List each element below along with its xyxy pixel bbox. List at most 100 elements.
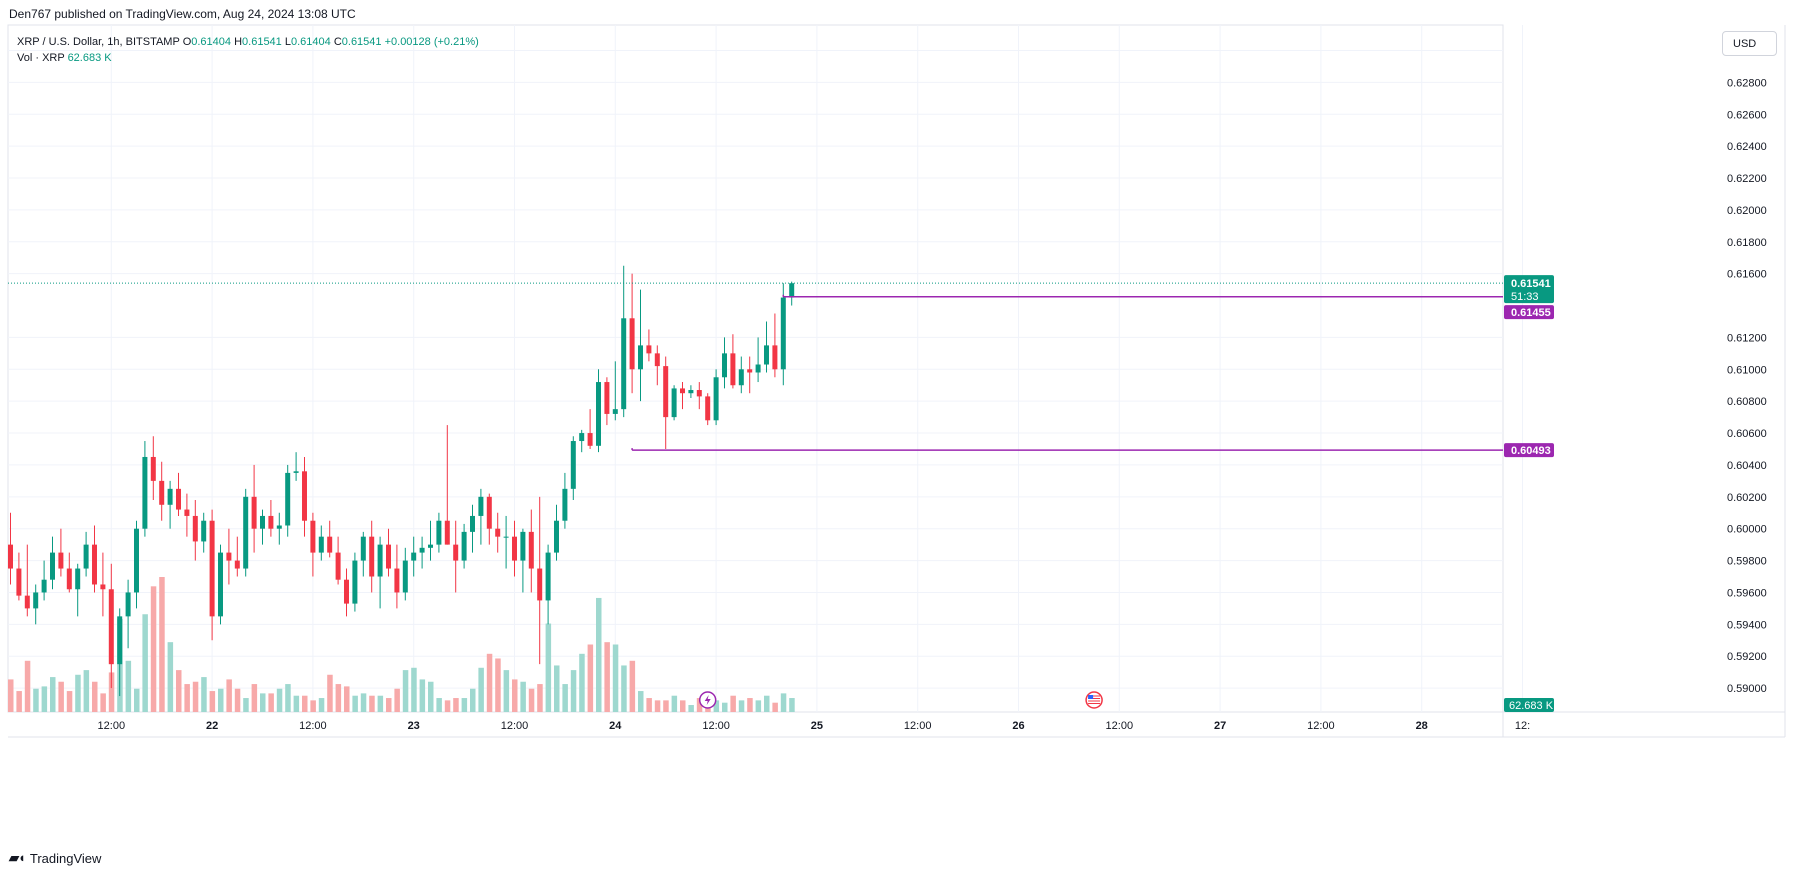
volume-bar	[755, 700, 762, 712]
volume-bar	[268, 693, 274, 712]
volume-bar	[503, 670, 510, 712]
candle-body	[562, 488, 568, 521]
volume-bar	[50, 677, 56, 712]
candle-body	[688, 390, 694, 394]
volume-bar	[486, 653, 493, 712]
volume-bar	[83, 670, 90, 712]
volume-bar	[318, 698, 325, 712]
candle-body	[75, 568, 81, 590]
candle-body	[386, 544, 391, 569]
volume-bar	[402, 670, 409, 712]
candle-body	[125, 592, 131, 617]
volume-bar	[386, 698, 392, 712]
price-tick-label: 0.61800	[1727, 237, 1767, 249]
volume-bar	[596, 597, 602, 712]
flag-canton	[1088, 695, 1094, 699]
low-label: L	[284, 36, 291, 48]
candle-body	[503, 536, 509, 538]
candle-body	[310, 520, 316, 553]
price-tick-label: 0.62200	[1727, 173, 1767, 185]
candle-body	[58, 552, 64, 569]
time-tick-label: 12:00	[1307, 720, 1335, 732]
volume-bar	[302, 695, 308, 712]
volume-bar	[100, 693, 106, 712]
volume-bar	[545, 623, 552, 712]
volume-bar	[209, 691, 216, 712]
candle-body	[302, 471, 307, 521]
volume-bar	[360, 693, 367, 712]
candle-body	[8, 544, 13, 569]
volume-bar	[419, 679, 426, 712]
candle-body	[486, 496, 492, 529]
us-flag-icon	[1085, 691, 1103, 709]
lightning-bolt-shape	[704, 695, 711, 705]
candle-body	[352, 560, 358, 604]
time-tick-label: 12:00	[299, 720, 327, 732]
time-tick-label: 22	[206, 720, 218, 732]
candle-body	[596, 382, 601, 446]
candle-body	[789, 283, 795, 298]
candle-body	[545, 552, 551, 601]
candle-body	[621, 318, 627, 410]
volume-bar	[16, 691, 22, 712]
volume-bar	[176, 670, 182, 712]
candle-body	[335, 552, 341, 580]
candle-body	[587, 433, 593, 446]
level-price-label: 0.61455	[1511, 307, 1551, 319]
price-tick-label: 0.60400	[1727, 460, 1767, 472]
symbol-label[interactable]: XRP / U.S. Dollar, 1h, BITSTAMP	[17, 36, 180, 48]
volume-bar	[436, 698, 442, 712]
candle-body	[201, 520, 207, 542]
candle-body	[478, 496, 484, 516]
volume-bar	[41, 686, 48, 712]
candle-body	[520, 531, 526, 561]
volume-bar	[201, 677, 207, 712]
price-tick-label: 0.59600	[1727, 587, 1767, 599]
volume-bar	[125, 660, 132, 712]
volume-bar	[621, 665, 627, 712]
volume-bar	[780, 693, 787, 712]
tradingview-logo[interactable]: ▰◖ TradingView	[9, 850, 101, 866]
candle-body	[218, 552, 223, 617]
candle-body	[554, 520, 559, 553]
candle-body	[570, 441, 576, 489]
volume-bar	[108, 672, 115, 712]
candle-body	[402, 560, 408, 593]
candle-body	[234, 560, 240, 569]
candle-body	[293, 471, 299, 473]
currency-button[interactable]: USD	[1722, 31, 1777, 56]
plot-area	[7, 24, 1504, 713]
time-tick-label: 24	[609, 720, 622, 732]
last-price-label: 0.61541	[1511, 278, 1551, 290]
time-tick-label: 12:00	[501, 720, 529, 732]
volume-bar	[251, 684, 258, 712]
volume-bar	[730, 695, 736, 712]
volume-bar	[528, 688, 535, 712]
change-value: +0.00128 (+0.21%)	[384, 36, 479, 48]
price-tick-label: 0.59200	[1727, 651, 1767, 663]
candle-body	[66, 568, 72, 590]
candle-body	[360, 536, 366, 561]
candle-body	[268, 515, 274, 529]
volume-badge-label: 62.683 K	[1509, 700, 1554, 712]
candle-body	[226, 552, 232, 561]
volume-bar	[772, 702, 778, 712]
volume-bar	[159, 577, 165, 712]
candle-body	[134, 528, 139, 593]
low-value: 0.61404	[290, 36, 331, 48]
candle-body	[444, 520, 450, 545]
volume-bar	[789, 698, 795, 712]
volume-bar	[377, 695, 384, 712]
volume-bar	[411, 667, 417, 712]
candle-body	[512, 536, 517, 561]
candle-body	[192, 515, 198, 542]
candle-body	[159, 480, 165, 505]
volume-bar	[562, 684, 568, 712]
candle-body	[654, 353, 660, 367]
high-label: H	[234, 36, 243, 48]
close-value: 0.61541	[341, 36, 382, 48]
candle-body	[671, 388, 677, 418]
candle-body	[579, 433, 585, 442]
candle-body	[436, 520, 442, 545]
